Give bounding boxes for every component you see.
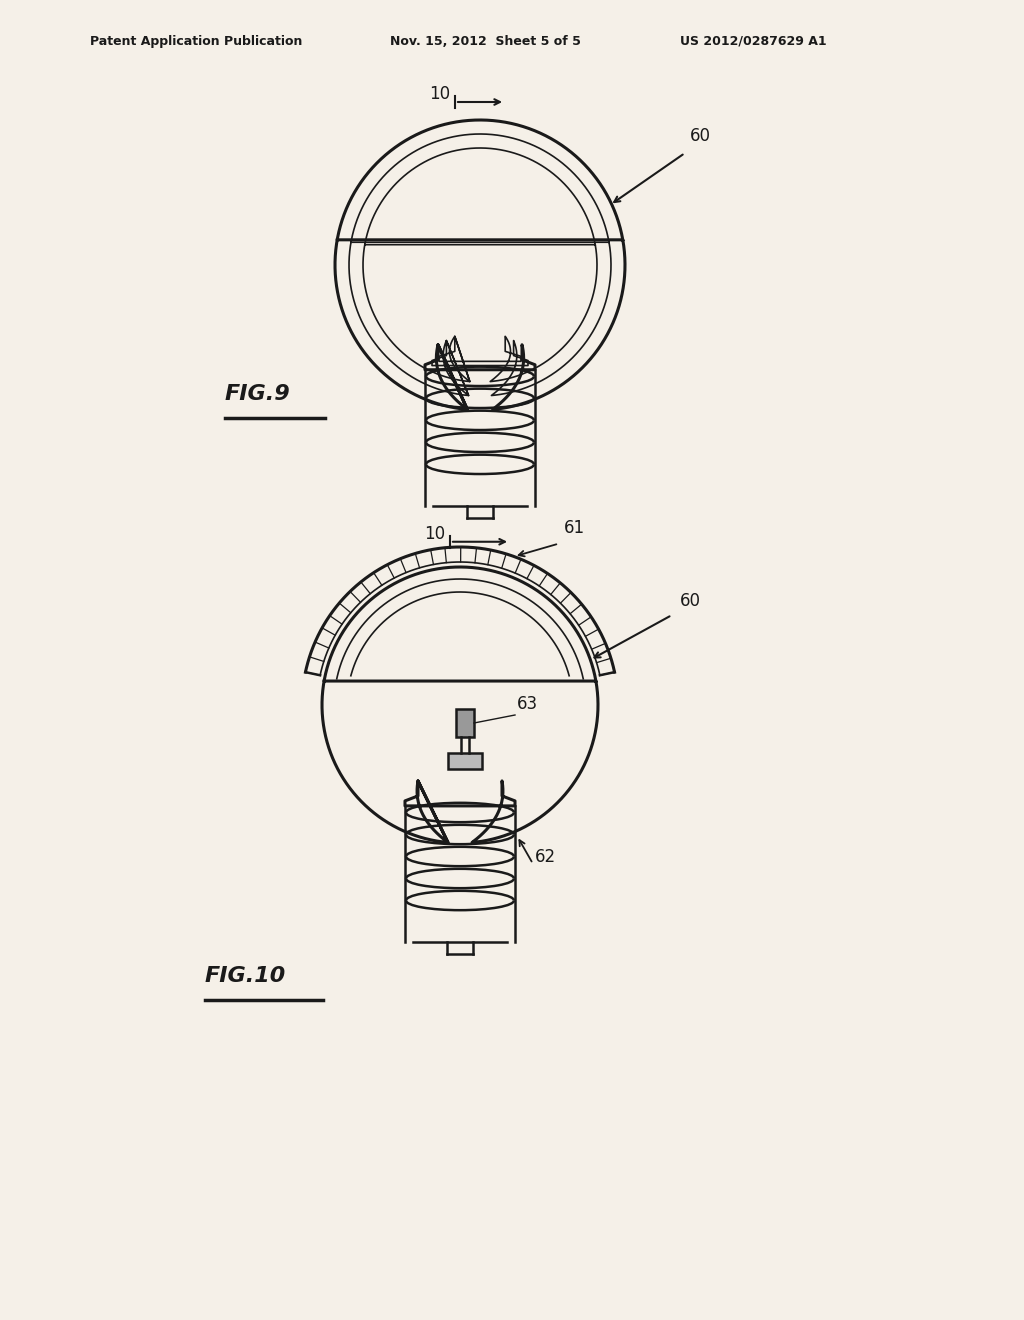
Bar: [456, 709, 474, 737]
Text: 62: 62: [535, 847, 556, 866]
Text: US 2012/0287629 A1: US 2012/0287629 A1: [680, 36, 826, 48]
Text: 61: 61: [564, 519, 585, 536]
Text: Patent Application Publication: Patent Application Publication: [90, 36, 302, 48]
Text: 60: 60: [680, 591, 701, 610]
Text: FIG.10: FIG.10: [205, 966, 287, 986]
Text: 10: 10: [429, 84, 450, 103]
Text: 10: 10: [424, 525, 445, 543]
Bar: [449, 752, 482, 770]
Text: 60: 60: [690, 127, 711, 145]
Text: Nov. 15, 2012  Sheet 5 of 5: Nov. 15, 2012 Sheet 5 of 5: [390, 36, 581, 48]
Text: 63: 63: [517, 696, 539, 713]
Text: FIG.9: FIG.9: [225, 384, 291, 404]
